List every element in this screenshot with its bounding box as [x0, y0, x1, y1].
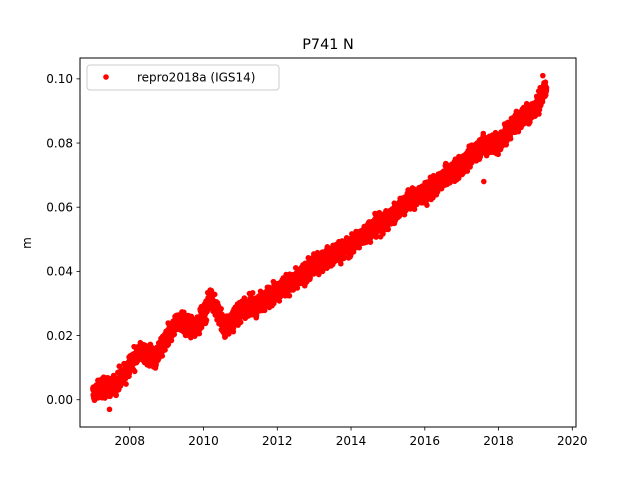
data-point: [131, 368, 138, 375]
data-point: [159, 353, 166, 359]
plot-frame: [79, 57, 577, 428]
data-point: [341, 255, 347, 262]
data-point: [294, 285, 301, 291]
data-point: [543, 84, 550, 91]
scatter-points: [90, 72, 550, 413]
data-point: [203, 317, 210, 323]
data-point: [123, 381, 129, 387]
data-point: [411, 206, 418, 213]
data-point: [237, 319, 244, 326]
data-point: [338, 260, 344, 267]
data-point-outlier: [540, 72, 546, 79]
data-point: [507, 135, 514, 142]
y-tick-label: 0.02: [46, 329, 73, 343]
legend-marker: [103, 74, 109, 80]
legend: repro2018a (IGS14): [86, 64, 280, 91]
x-tick-label: 2020: [557, 434, 588, 448]
y-tick-label: 0.10: [46, 72, 73, 86]
data-point: [367, 239, 374, 245]
data-point: [211, 291, 218, 298]
data-point: [495, 151, 502, 158]
x-tick-label: 2014: [336, 434, 367, 448]
data-point: [356, 244, 363, 251]
data-point: [91, 391, 98, 397]
data-point: [162, 347, 168, 353]
y-axis-label: m: [20, 237, 34, 249]
data-point: [253, 312, 260, 319]
y-tick-label: 0.08: [46, 136, 73, 150]
data-point: [276, 298, 283, 304]
data-point: [385, 226, 391, 233]
data-point: [230, 325, 237, 331]
y-tick-label: 0.06: [46, 201, 73, 215]
x-tick-label: 2016: [410, 434, 441, 448]
x-axis: 2008 2010 2012 2014 2016 2018 2020: [115, 427, 588, 448]
data-point: [464, 168, 471, 174]
data-point: [188, 313, 195, 320]
data-point: [424, 202, 430, 208]
data-point: [515, 128, 522, 135]
x-tick-label: 2012: [262, 434, 293, 448]
y-tick-label: 0.04: [46, 265, 73, 279]
data-point: [171, 331, 178, 338]
legend-box: [86, 64, 280, 91]
data-point: [536, 111, 542, 117]
data-point: [286, 292, 293, 299]
chart-title: P741 N: [302, 37, 354, 53]
data-point: [218, 305, 224, 312]
data-point: [196, 330, 203, 337]
data-point: [249, 290, 256, 296]
data-point: [116, 363, 123, 370]
data-point: [455, 175, 462, 181]
y-axis: 0.00 0.02 0.04 0.06 0.08 0.10: [46, 72, 80, 407]
data-point: [261, 307, 268, 314]
y-tick-label: 0.00: [46, 393, 73, 407]
data-point: [307, 274, 313, 281]
x-tick-label: 2010: [188, 434, 219, 448]
data-point-outlier: [481, 178, 487, 185]
data-point: [113, 392, 119, 398]
data-point-outlier: [106, 406, 113, 413]
data-point: [373, 234, 379, 240]
legend-label: repro2018a (IGS14): [137, 71, 255, 85]
x-tick-label: 2018: [483, 434, 514, 448]
x-tick-label: 2008: [115, 434, 146, 448]
